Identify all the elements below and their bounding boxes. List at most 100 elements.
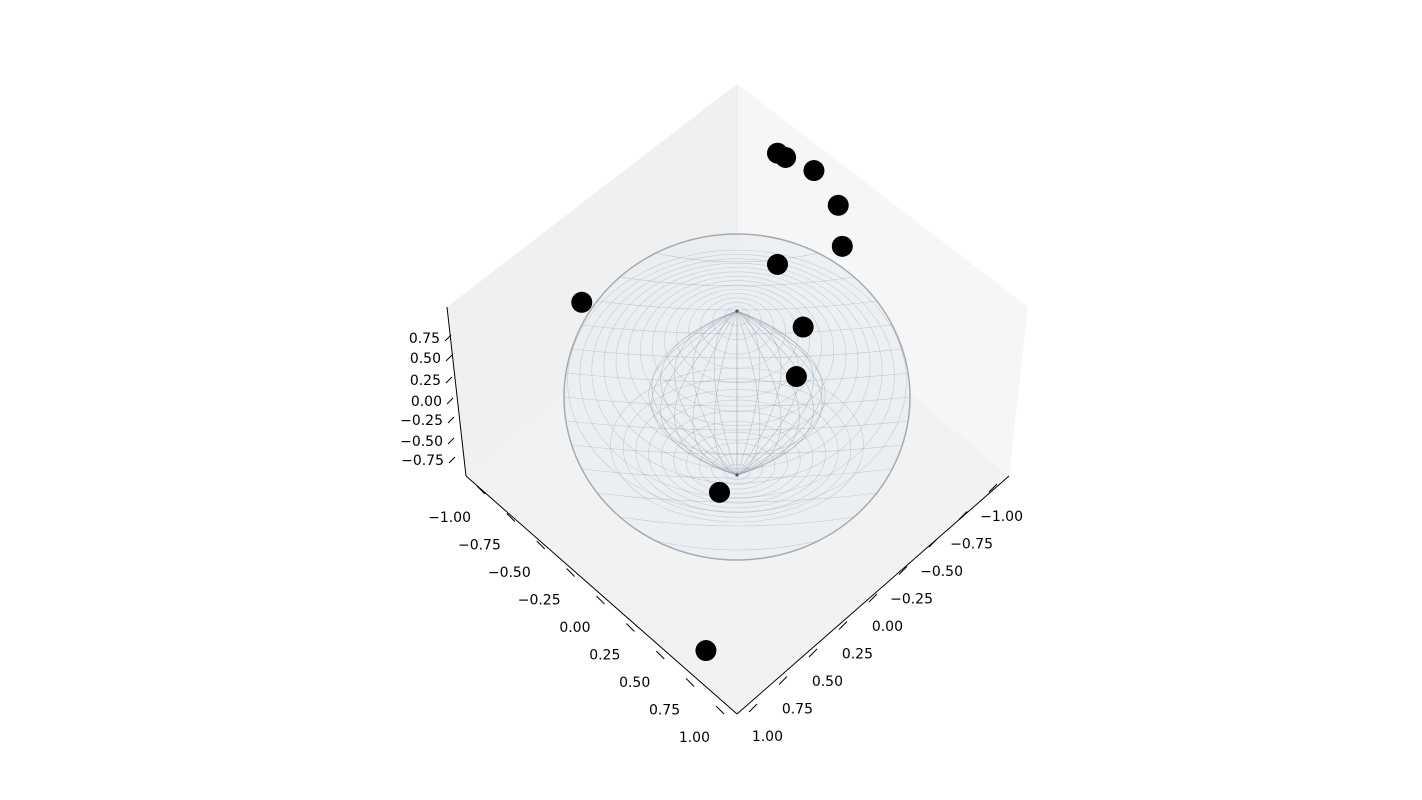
x-tick-label: 0.00	[559, 620, 590, 636]
y-tick	[958, 511, 968, 520]
z-tick	[447, 437, 455, 445]
y-tick-label: −1.00	[980, 509, 1023, 525]
sphere-meridian	[736, 310, 814, 476]
scatter-point	[792, 316, 814, 338]
sphere-band	[565, 420, 909, 431]
x-tick-label: −0.75	[458, 538, 501, 554]
x-tick	[566, 568, 575, 577]
sphere-meridian	[736, 310, 823, 476]
y-tick	[988, 483, 998, 493]
y-tick	[748, 703, 758, 713]
sphere-parallel	[610, 367, 864, 523]
sphere-band	[619, 276, 855, 287]
sphere-pole-south	[735, 473, 739, 477]
sphere-parallel	[700, 297, 774, 355]
sphere-meridian	[648, 310, 738, 476]
sphere-meridian	[660, 310, 738, 476]
sphere-parallel	[579, 254, 895, 498]
scatter-point	[831, 235, 853, 257]
x-tick-label: −1.00	[428, 510, 471, 526]
x-tick-label: 0.50	[619, 675, 650, 691]
x-tick	[626, 623, 635, 632]
x-tick-label: 1.00	[679, 730, 710, 746]
z-tick-label: 0.50	[410, 351, 441, 367]
sphere-parallel	[567, 249, 907, 513]
y-tick-label: 0.25	[842, 647, 873, 663]
z-tick	[448, 456, 456, 464]
x-axis-line	[465, 475, 738, 715]
sphere-parallel	[591, 258, 883, 484]
sphere-band	[563, 396, 911, 407]
y-tick-label: 1.00	[752, 729, 783, 745]
y-tick-label: 0.50	[812, 674, 843, 690]
sphere-parallel	[648, 399, 826, 509]
sphere-band	[655, 252, 819, 263]
y-tick-label: 0.75	[782, 702, 813, 718]
sphere-wireframe	[563, 233, 911, 561]
sphere-meridian	[651, 310, 738, 476]
sphere-meridian	[651, 310, 738, 476]
scatter-points	[571, 142, 853, 662]
x-tick	[476, 485, 486, 495]
scatter-point	[803, 160, 825, 182]
y-tick	[928, 538, 938, 548]
axis-lines: −0.75 −0.50 −0.25 0.00 0.25 0.50 0.75 −1.00 −0.7…	[400, 306, 1023, 746]
scatter-point	[767, 253, 788, 275]
x-tick	[536, 540, 546, 550]
sphere-parallel	[712, 301, 762, 340]
x-tick	[655, 650, 665, 660]
sphere-band	[581, 324, 893, 335]
z-tick-label: −0.75	[401, 453, 444, 469]
y-tick-label: −0.75	[950, 537, 993, 553]
y-tick-label: −0.25	[890, 592, 933, 608]
z-tick-label: −0.25	[400, 413, 443, 429]
y-tick	[868, 593, 878, 603]
sphere-meridian	[736, 310, 826, 476]
sphere-band	[597, 492, 877, 503]
sphere-meridian	[736, 310, 800, 476]
z-tick-label: −0.50	[400, 434, 443, 450]
sphere-meridian	[736, 310, 782, 476]
z-tick-label: 0.00	[411, 394, 442, 410]
scatter-point	[695, 640, 717, 662]
y-tick	[808, 648, 818, 658]
sphere-meridian	[736, 310, 761, 476]
x-tick-label: 0.25	[589, 648, 620, 664]
sphere-band	[565, 372, 909, 383]
sphere-band	[619, 516, 855, 527]
sphere-band	[655, 540, 819, 551]
x-tick-label: 0.75	[649, 703, 680, 719]
sphere-meridian	[660, 310, 738, 476]
z-tick	[445, 376, 453, 384]
z-tick	[445, 354, 453, 362]
x-tick	[685, 678, 695, 687]
sphere-meridian	[713, 310, 738, 476]
y-tick-label: 0.00	[872, 619, 903, 635]
x-tick-label: −0.50	[488, 565, 531, 581]
sphere-meridian	[674, 310, 738, 476]
sphere-meridian	[736, 310, 814, 476]
z-tick	[446, 397, 454, 405]
sphere-parallel	[676, 288, 798, 384]
x-tick	[596, 595, 605, 605]
sphere-parallel	[639, 275, 835, 427]
sphere-parallel	[686, 431, 788, 495]
z-tick-label: 0.75	[409, 331, 440, 347]
y-tick	[838, 621, 848, 630]
x-tick-label: −0.25	[518, 593, 561, 609]
sphere-meridian	[736, 310, 782, 476]
y-axis-line	[736, 475, 1010, 715]
sphere-parallel	[711, 453, 763, 485]
scatter-point	[775, 146, 797, 168]
sphere-parallel	[660, 410, 814, 504]
sphere-parallel	[651, 280, 822, 412]
y-tick	[778, 676, 788, 685]
scatter-point	[571, 291, 593, 313]
scatter-point	[827, 194, 849, 216]
sphere-parallel	[615, 267, 859, 455]
y-tick	[898, 566, 908, 575]
y-tick-label: −0.50	[920, 564, 963, 580]
sphere-parallel	[627, 271, 847, 441]
sphere-parallel	[673, 421, 801, 499]
x-tick	[506, 513, 516, 522]
